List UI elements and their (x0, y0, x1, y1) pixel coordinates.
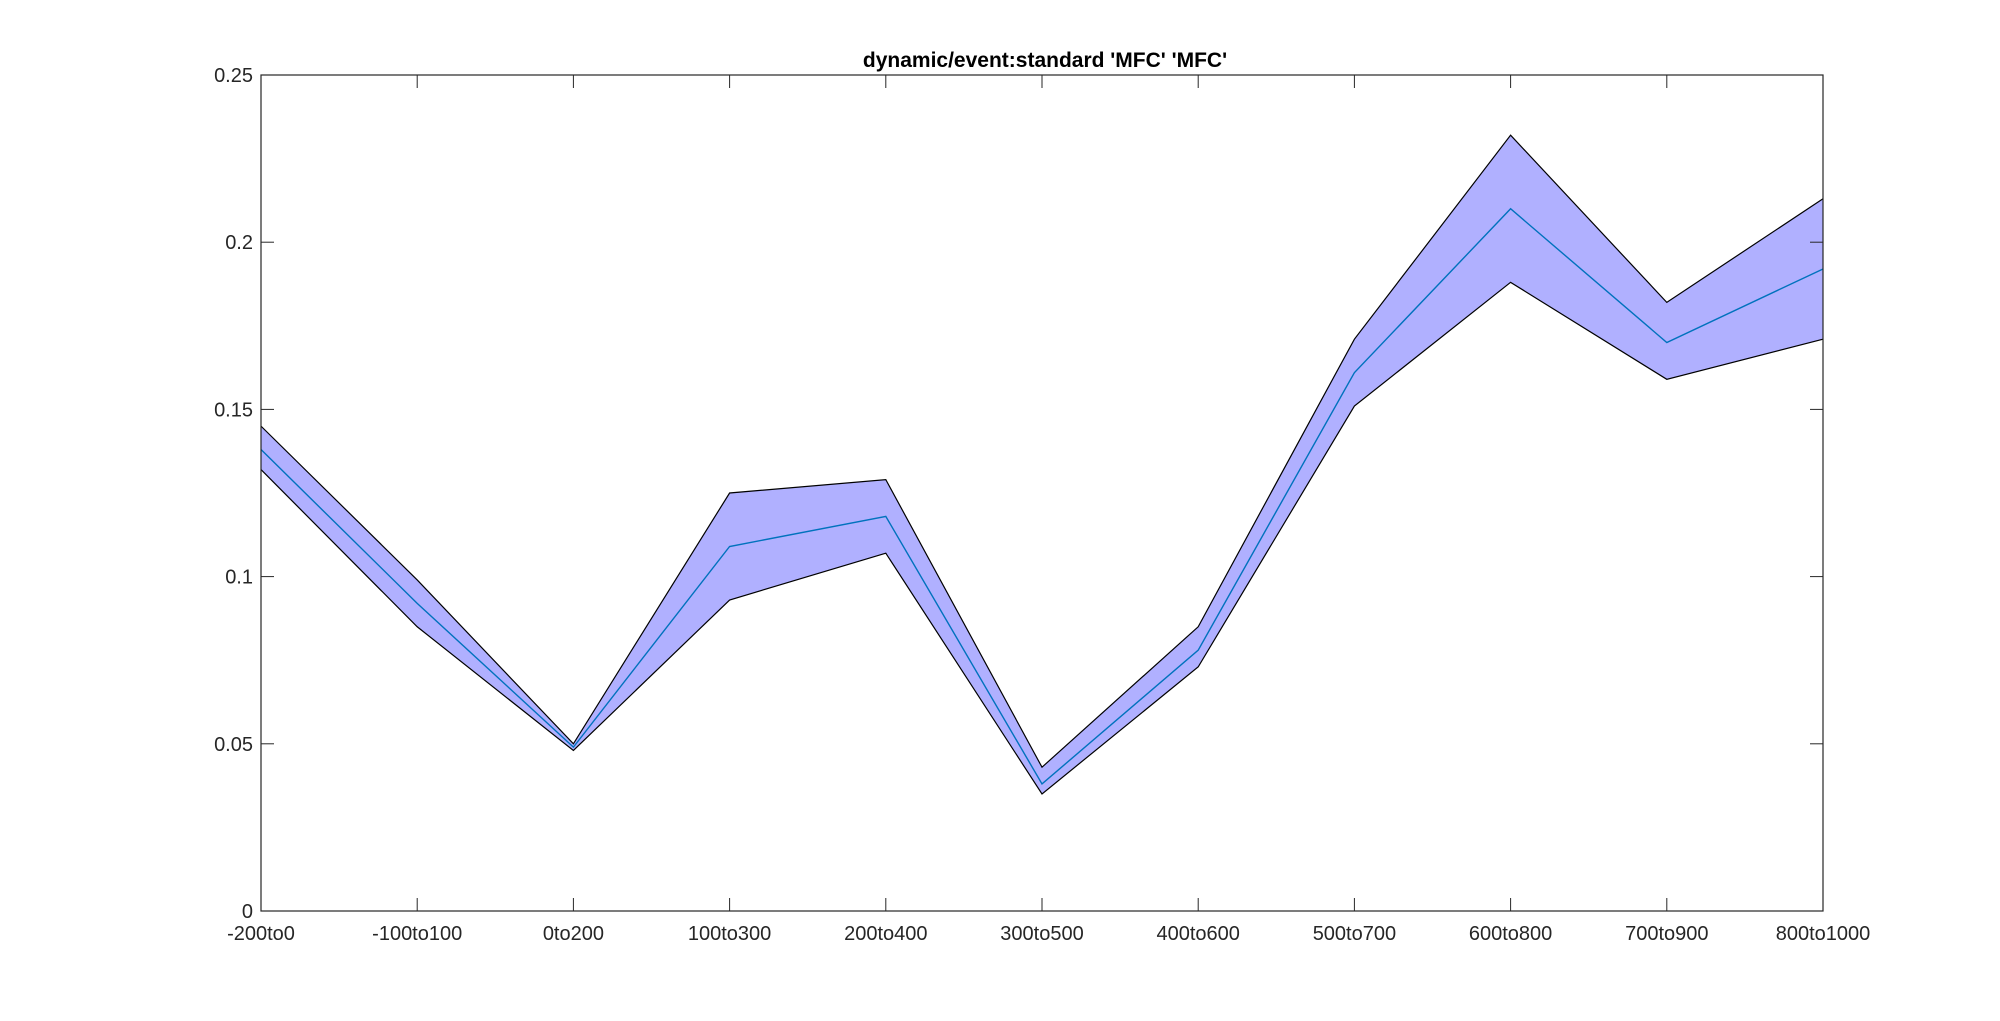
y-tick-label: 0.15 (214, 399, 253, 421)
x-tick-label: 200to400 (844, 923, 927, 945)
x-tick-label: 100to300 (688, 923, 771, 945)
y-tick-label: 0.05 (214, 734, 253, 756)
lower-bound-line (260, 281, 1824, 795)
x-tick-label: -200to0 (227, 923, 295, 945)
y-tick-label: 0 (242, 901, 253, 923)
upper-bound-line (260, 134, 1824, 769)
x-tick-label: 800to1000 (1776, 923, 1871, 945)
x-tick-label: 0to200 (543, 923, 604, 945)
y-tick-label: 0.25 (214, 65, 253, 87)
x-tick-label: 300to500 (1000, 923, 1083, 945)
chart-title: dynamic/event:standard 'MFC' 'MFC' (863, 49, 1227, 72)
x-tick-label: 700to900 (1625, 923, 1708, 945)
x-tick-label: -100to100 (372, 923, 462, 945)
x-tick-label: 600to800 (1469, 923, 1552, 945)
confidence-band (261, 135, 1823, 794)
x-tick-label: 400to600 (1156, 923, 1239, 945)
plot-area: 0 0.05 0.1 0.15 0.2 0.25 -200to0 -100to100 0to20… (214, 65, 1870, 945)
x-tick-label: 500to700 (1313, 923, 1396, 945)
mean-line (260, 207, 1824, 786)
y-tick-label: 0.1 (225, 567, 253, 589)
y-tick-label: 0.2 (225, 232, 253, 254)
